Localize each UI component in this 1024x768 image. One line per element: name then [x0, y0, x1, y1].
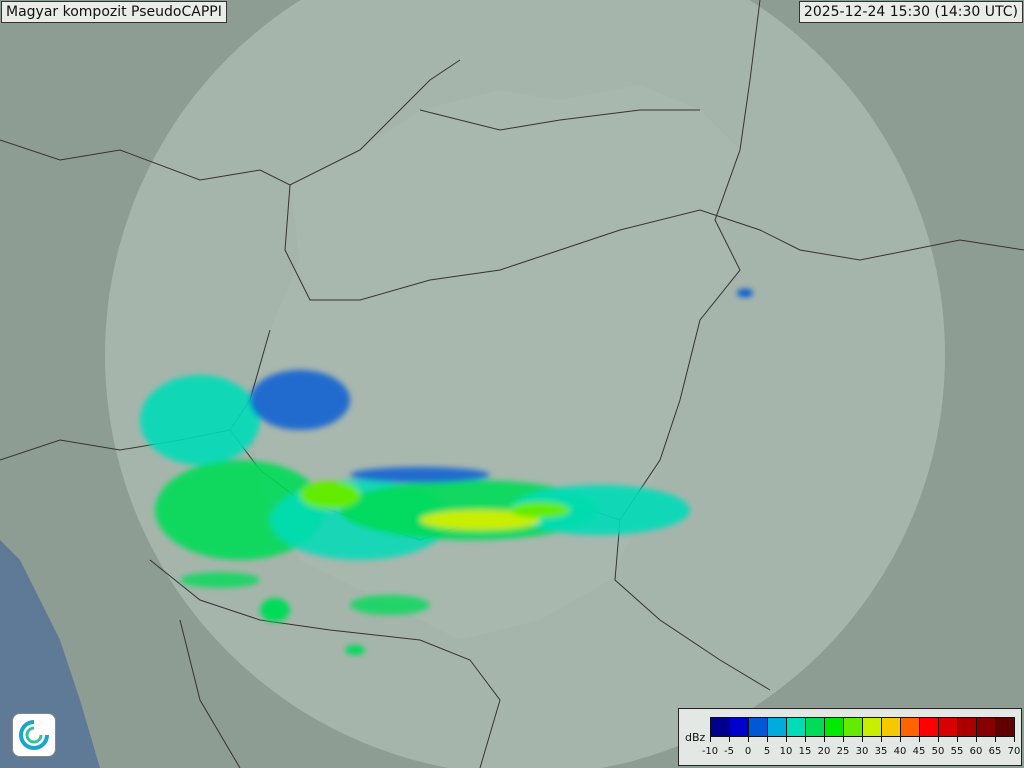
- legend-unit: dBz: [685, 731, 706, 744]
- tick-mark: [1014, 737, 1015, 742]
- tick-mark: [938, 737, 939, 742]
- tick-mark: [805, 737, 806, 742]
- color-cell: [920, 718, 939, 736]
- dbz-legend: dBz -10 -5 0 5 10 15 20 25 30 35 40 45 50 55 60 65 70: [678, 708, 1022, 766]
- tick-label: 30: [855, 746, 869, 757]
- tick-label: 65: [988, 746, 1002, 757]
- color-cell: [768, 718, 787, 736]
- tick-label: 35: [874, 746, 888, 757]
- color-cell: [787, 718, 806, 736]
- tick-label: 10: [779, 746, 793, 757]
- color-cell: [806, 718, 825, 736]
- tick-label: 70: [1007, 746, 1021, 757]
- logo: [12, 713, 56, 757]
- color-cell: [863, 718, 882, 736]
- tick-label: 50: [931, 746, 945, 757]
- color-cell: [844, 718, 863, 736]
- tick-label: -10: [701, 746, 719, 757]
- timestamp: 2025-12-24 15:30 (14:30 UTC): [798, 1, 1023, 23]
- tick-mark: [786, 737, 787, 742]
- tick-mark: [710, 737, 711, 742]
- tick-label: 55: [950, 746, 964, 757]
- tick-mark: [957, 737, 958, 742]
- tick-mark: [729, 737, 730, 742]
- tick-mark: [995, 737, 996, 742]
- tick-label: 15: [798, 746, 812, 757]
- tick-label: -5: [724, 746, 734, 757]
- color-cell: [749, 718, 768, 736]
- tick-mark: [767, 737, 768, 742]
- color-cell: [901, 718, 920, 736]
- adriatic-sea: [0, 540, 100, 768]
- tick-label: 40: [893, 746, 907, 757]
- tick-label: 20: [817, 746, 831, 757]
- tick-label: 5: [763, 746, 771, 757]
- radar-echoes: [140, 289, 753, 655]
- color-scale: [710, 717, 1015, 737]
- met-service-swirl-icon: [19, 720, 49, 750]
- color-cell: [996, 718, 1014, 736]
- product-title: Magyar kompozit PseudoCAPPI: [1, 1, 227, 23]
- tick-mark: [748, 737, 749, 742]
- color-cell: [730, 718, 749, 736]
- color-cell: [825, 718, 844, 736]
- color-cell: [882, 718, 901, 736]
- color-cell: [711, 718, 730, 736]
- tick-mark: [862, 737, 863, 742]
- tick-mark: [976, 737, 977, 742]
- tick-label: 0: [744, 746, 752, 757]
- tick-mark: [824, 737, 825, 742]
- tick-label: 45: [912, 746, 926, 757]
- tick-mark: [881, 737, 882, 742]
- color-cell: [977, 718, 996, 736]
- tick-mark: [843, 737, 844, 742]
- tick-mark: [919, 737, 920, 742]
- color-cell: [958, 718, 977, 736]
- tick-label: 60: [969, 746, 983, 757]
- tick-mark: [900, 737, 901, 742]
- tick-label: 25: [836, 746, 850, 757]
- color-cell: [939, 718, 958, 736]
